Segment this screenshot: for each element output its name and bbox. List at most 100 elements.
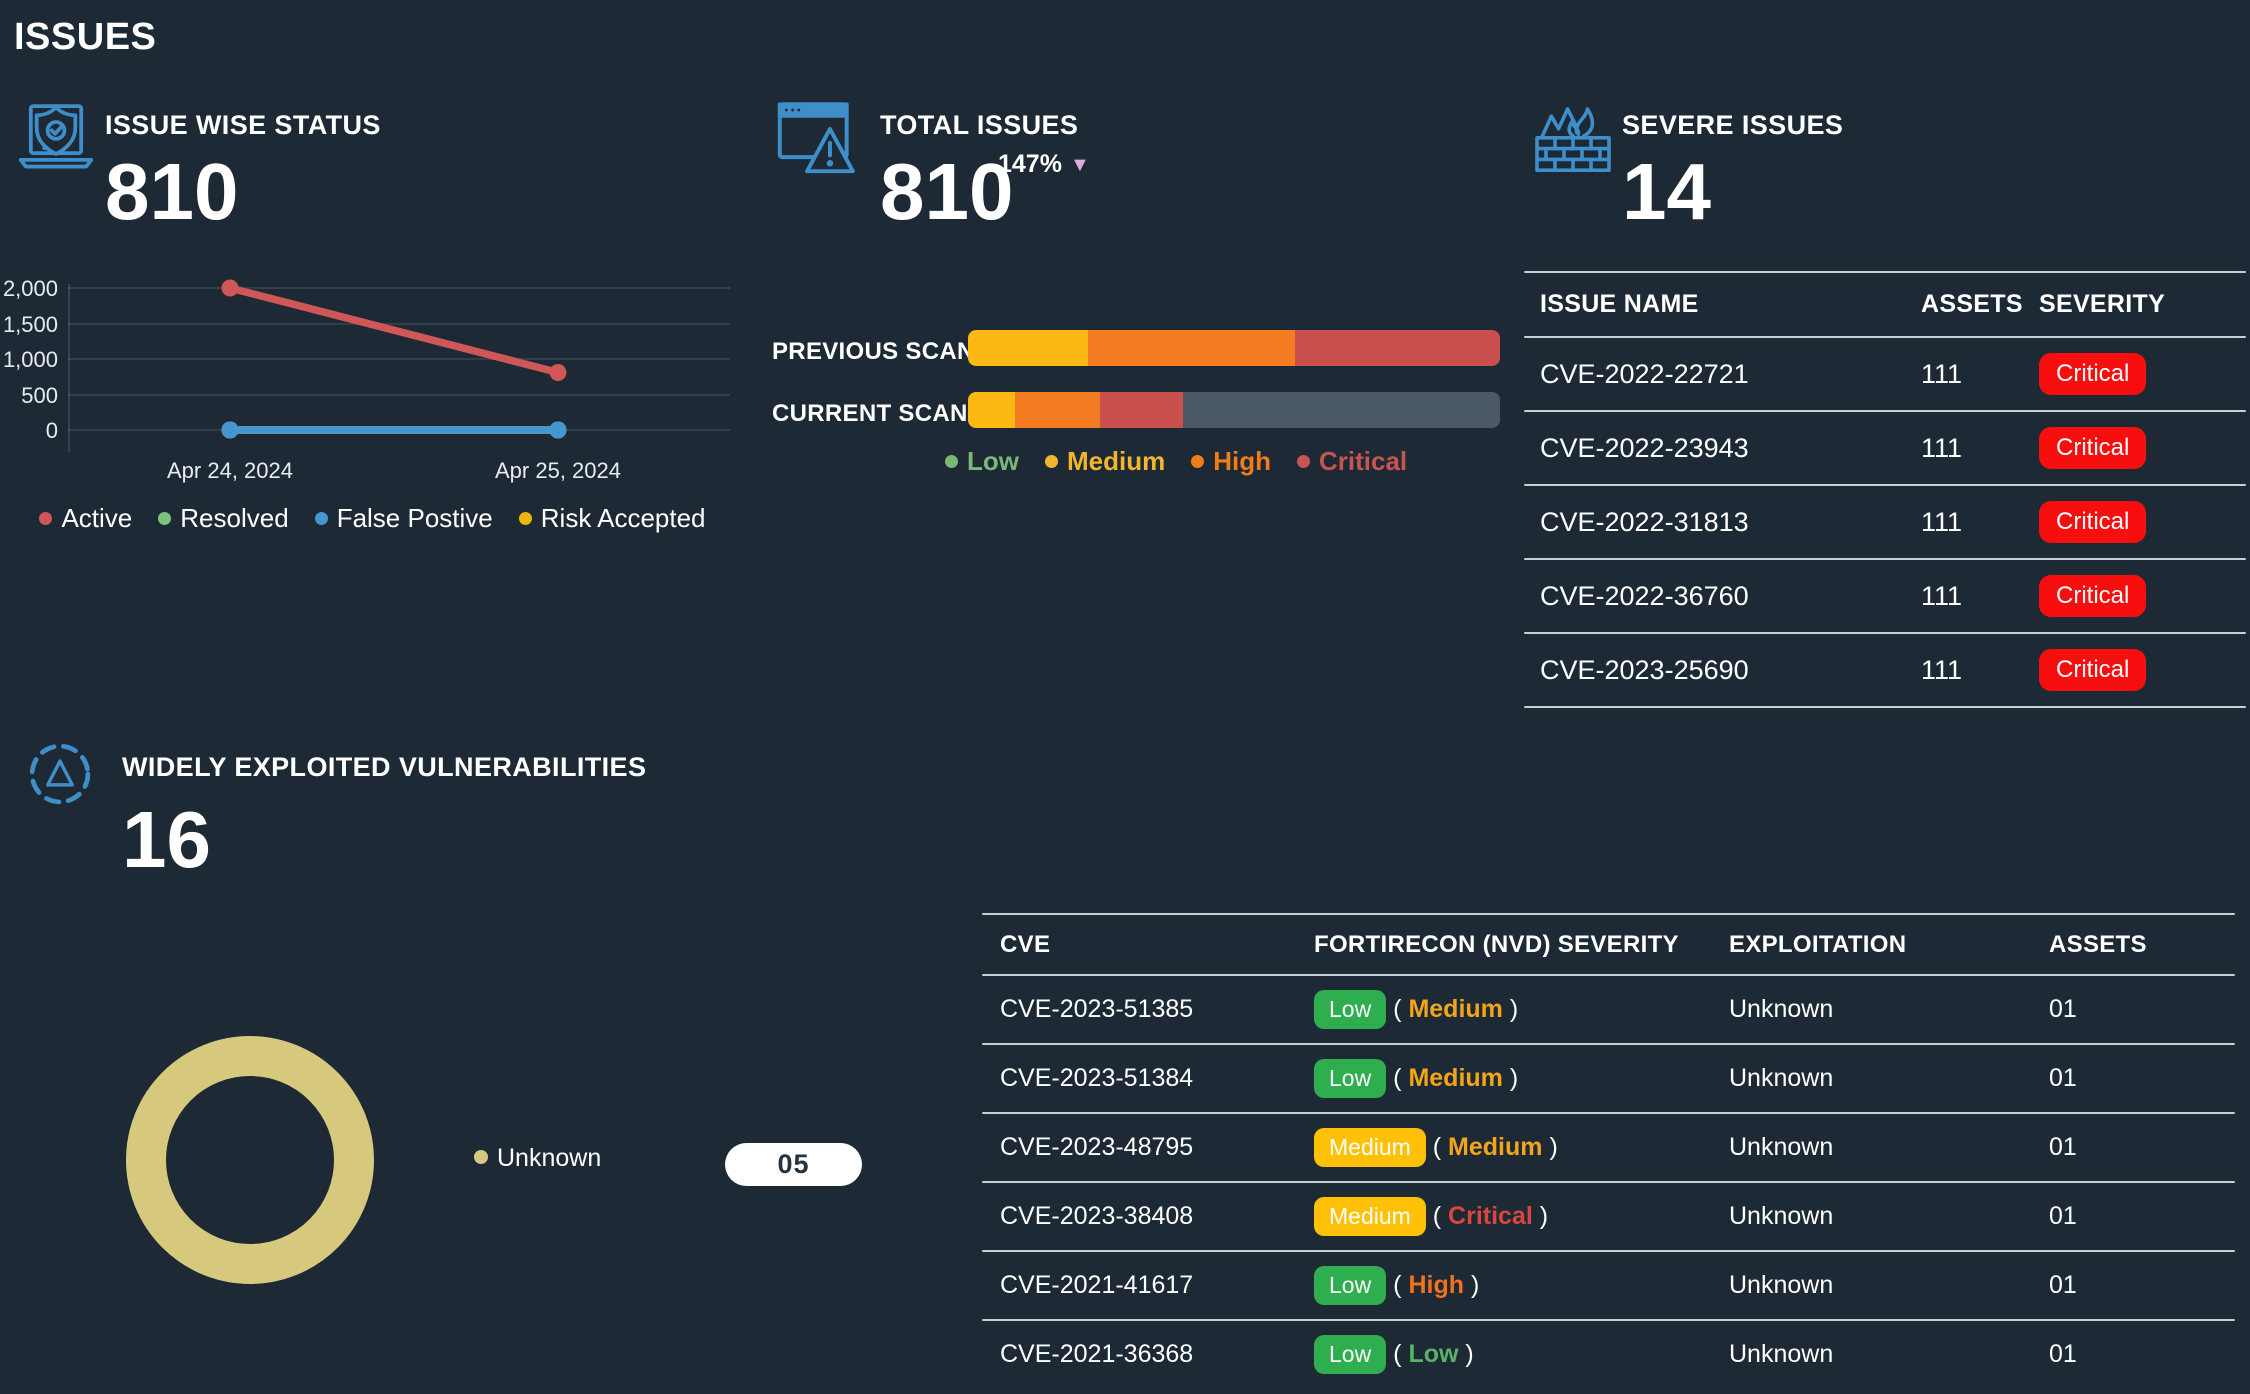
series-line-active (226, 284, 562, 377)
paren: ) (1470, 1271, 1480, 1299)
paren: ) (1549, 1133, 1558, 1161)
table-row[interactable]: CVE-2023-38408 Medium ( Critical ) Unkno… (982, 1183, 2235, 1250)
x-tick-label: Apr 25, 2024 (495, 458, 621, 483)
bar-segment-high (1087, 330, 1296, 366)
paren: ) (1539, 1202, 1549, 1230)
divider (1524, 271, 2246, 273)
assets-count: 01 (2049, 995, 2077, 1023)
severity-badge: Critical (2039, 353, 2147, 395)
issue-name[interactable]: CVE-2022-31813 (1540, 506, 1749, 537)
table-row[interactable]: CVE-2021-36368 Low ( Low ) Unknown 01 (982, 1321, 2235, 1388)
issue-name[interactable]: CVE-2022-36760 (1540, 580, 1749, 611)
nvd-severity: High (1408, 1271, 1464, 1299)
assets-count: 111 (1921, 358, 1963, 389)
legend-item-false-postive[interactable]: False Postive (314, 503, 493, 534)
paren: ( (1432, 1202, 1442, 1230)
widely-exploited-table: CVE FORTIRECON (NVD) SEVERITY EXPLOITATI… (982, 913, 2235, 1388)
cve-id[interactable]: CVE-2021-41617 (1000, 1271, 1194, 1299)
issue-name[interactable]: CVE-2023-25690 (1540, 654, 1749, 685)
table-row[interactable]: CVE-2022-31813 111 Critical (1524, 486, 2246, 558)
y-tick-label: 500 (21, 382, 58, 408)
table-row[interactable]: CVE-2022-22721 111 Critical (1524, 338, 2246, 410)
legend-item-high[interactable]: High (1191, 446, 1271, 477)
widely-exploited-count: 16 (122, 795, 211, 884)
legend-dot (39, 512, 53, 525)
exploitation: Unknown (1729, 1133, 1834, 1161)
issue-name[interactable]: CVE-2022-23943 (1540, 432, 1749, 463)
issue-wise-status-title: ISSUE WISE STATUS (105, 110, 381, 140)
unknown-donut-chart (126, 1036, 374, 1284)
nvd-severity: Critical (1448, 1202, 1533, 1230)
gridline (68, 393, 730, 396)
gridline (68, 287, 730, 289)
severity-badge: Medium (1314, 1128, 1426, 1167)
severity-badge: Medium (1314, 1197, 1426, 1236)
bar-segment-medium (968, 330, 1088, 366)
paren: ( (1393, 1340, 1402, 1368)
cve-id[interactable]: CVE-2023-38408 (1000, 1202, 1194, 1230)
legend-item-risk-accepted[interactable]: Risk Accepted (518, 503, 706, 534)
assets-count: 111 (1921, 432, 1963, 463)
legend-item-medium[interactable]: Medium (1045, 446, 1165, 477)
donut-legend-unknown[interactable]: Unknown (497, 1144, 602, 1172)
assets-count: 111 (1921, 654, 1963, 685)
legend-item-resolved[interactable]: Resolved (158, 503, 289, 534)
severity-badge: Critical (2039, 427, 2147, 469)
assets-count: 01 (2049, 1064, 2077, 1092)
table-row[interactable]: CVE-2023-48795 Medium ( Medium ) Unknown… (982, 1114, 2235, 1181)
divider (1524, 632, 2246, 634)
nvd-severity: Medium (1448, 1133, 1543, 1161)
severity-badge: Critical (2039, 575, 2147, 617)
data-point (549, 421, 567, 439)
exploitation: Unknown (1729, 1202, 1834, 1230)
y-tick-label: 1,500 (2, 311, 58, 337)
legend-dot (1297, 455, 1310, 468)
gridline (68, 322, 730, 325)
total-issues-delta: 147% ▼ (998, 150, 1090, 179)
data-point (221, 421, 239, 439)
col-nvd-severity: FORTIRECON (NVD) SEVERITY (1314, 930, 1679, 958)
nvd-severity: Medium (1408, 995, 1503, 1023)
severity-badge: Low (1314, 1059, 1387, 1098)
bar-segment-critical (1295, 330, 1500, 366)
divider (982, 974, 2235, 976)
table-row[interactable]: CVE-2022-36760 111 Critical (1524, 560, 2246, 632)
divider (982, 913, 2235, 915)
severity-badge: Critical (2039, 501, 2147, 543)
paren: ) (1509, 995, 1519, 1023)
cve-id[interactable]: CVE-2021-36368 (1000, 1340, 1194, 1368)
divider (1524, 410, 2246, 412)
col-assets: ASSETS (2049, 930, 2147, 958)
bar-segment-critical (1099, 392, 1184, 428)
issue-name[interactable]: CVE-2022-22721 (1540, 358, 1749, 389)
divider (1524, 484, 2246, 486)
cve-id[interactable]: CVE-2023-51384 (1000, 1064, 1194, 1092)
triangle-down-icon: ▼ (1069, 153, 1090, 176)
divider (982, 1319, 2235, 1321)
divider (1524, 336, 2246, 338)
col-cve: CVE (1000, 930, 1051, 958)
cve-id[interactable]: CVE-2023-51385 (1000, 995, 1194, 1023)
exploitation: Unknown (1729, 1271, 1834, 1299)
total-issues-title: TOTAL ISSUES (880, 110, 1079, 140)
legend-item-active[interactable]: Active (39, 503, 132, 534)
current-scan-bar (968, 392, 1500, 428)
legend-dot (945, 455, 958, 468)
legend-item-low[interactable]: Low (945, 446, 1019, 477)
table-row[interactable]: CVE-2021-41617 Low ( High ) Unknown 01 (982, 1252, 2235, 1319)
bar-segment-high (1014, 392, 1100, 428)
divider (982, 1112, 2235, 1114)
cve-id[interactable]: CVE-2023-48795 (1000, 1133, 1194, 1161)
table-row[interactable]: CVE-2023-51384 Low ( Medium ) Unknown 01 (982, 1045, 2235, 1112)
nvd-severity: Low (1408, 1340, 1459, 1368)
table-row[interactable]: CVE-2022-23943 111 Critical (1524, 412, 2246, 484)
divider (982, 1181, 2235, 1183)
nvd-severity: Medium (1408, 1064, 1503, 1092)
table-row[interactable]: CVE-2023-51385 Low ( Medium ) Unknown 01 (982, 976, 2235, 1043)
delta-value: 147% (998, 150, 1062, 178)
laptop-shield-icon (14, 96, 98, 180)
legend-item-critical[interactable]: Critical (1297, 446, 1407, 477)
issue-wise-status-count: 810 (105, 147, 239, 236)
assets-count: 111 (1921, 506, 1963, 537)
table-row[interactable]: CVE-2023-25690 111 Critical (1524, 634, 2246, 706)
